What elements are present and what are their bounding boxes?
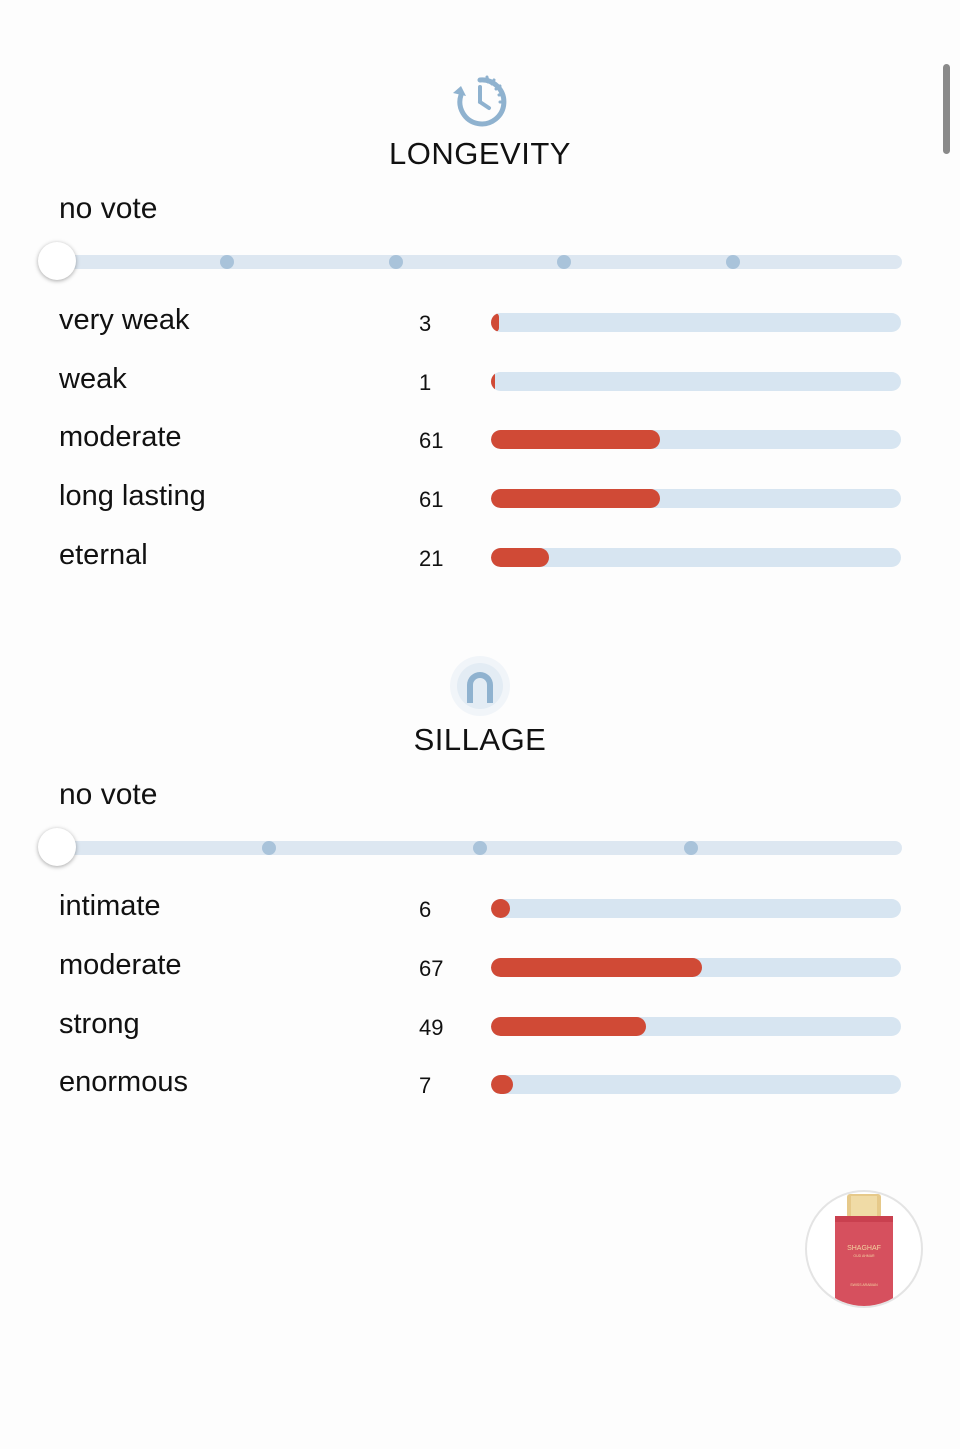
longevity-row-eternal: eternal 21	[0, 535, 960, 575]
sillage-title: SILLAGE	[413, 722, 547, 757]
bottle-text: SHAGHAF	[847, 1245, 881, 1252]
bottle-subtext: OUD AHMAR	[853, 1254, 875, 1258]
row-label: eternal	[59, 539, 148, 571]
row-count: 7	[419, 1073, 432, 1098]
bar-track	[491, 313, 901, 332]
slider-thumb[interactable]	[38, 242, 76, 280]
bar-track	[491, 1075, 901, 1094]
row-label: moderate	[59, 949, 182, 981]
longevity-vote-slider[interactable]	[38, 242, 902, 282]
sillage-vote-label: no vote	[59, 778, 158, 811]
slider-step-dot[interactable]	[684, 841, 698, 855]
bar-track	[491, 489, 901, 508]
bar-fill	[491, 1075, 513, 1094]
row-count: 6	[419, 897, 432, 922]
slider-thumb[interactable]	[38, 828, 76, 866]
row-label: weak	[59, 363, 127, 395]
bar-fill	[491, 1017, 646, 1036]
row-count: 1	[419, 370, 432, 395]
longevity-row-weak: weak 1	[0, 359, 960, 399]
bar-fill	[491, 313, 499, 332]
row-label: enormous	[59, 1066, 188, 1098]
row-label: strong	[59, 1008, 140, 1040]
longevity-row-long-lasting: long lasting 61	[0, 476, 960, 516]
bar-fill	[491, 372, 495, 391]
bar-track	[491, 1017, 901, 1036]
row-label: intimate	[59, 890, 161, 922]
clock-timer-icon	[430, 66, 530, 138]
perfume-bottle-thumbnail[interactable]: SHAGHAF OUD AHMAR SWISS ARABIAN	[805, 1190, 923, 1308]
slider-step-dot[interactable]	[220, 255, 234, 269]
row-count: 3	[419, 311, 432, 336]
row-label: long lasting	[59, 480, 206, 512]
sillage-row-intimate: intimate 6	[0, 886, 960, 926]
bar-fill	[491, 548, 549, 567]
row-label: moderate	[59, 421, 182, 453]
longevity-row-very-weak: very weak 3	[0, 300, 960, 340]
slider-track[interactable]	[58, 255, 902, 269]
bar-fill	[491, 489, 660, 508]
slider-step-dot[interactable]	[389, 255, 403, 269]
bar-fill	[491, 899, 510, 918]
bar-track	[491, 548, 901, 567]
longevity-row-moderate: moderate 61	[0, 417, 960, 457]
sillage-row-strong: strong 49	[0, 1004, 960, 1044]
bottle-brand-text: SWISS ARABIAN	[850, 1283, 878, 1287]
sillage-person-icon	[430, 650, 530, 722]
bar-track	[491, 372, 901, 391]
longevity-title: LONGEVITY	[389, 136, 571, 171]
bar-fill	[491, 430, 660, 449]
slider-step-dot[interactable]	[726, 255, 740, 269]
bar-track	[491, 899, 901, 918]
slider-step-dot[interactable]	[557, 255, 571, 269]
row-count: 49	[419, 1015, 444, 1040]
bar-track	[491, 430, 901, 449]
row-count: 61	[419, 428, 444, 453]
longevity-vote-label: no vote	[59, 192, 158, 225]
sillage-row-enormous: enormous 7	[0, 1062, 960, 1102]
row-count: 61	[419, 487, 444, 512]
sillage-vote-slider[interactable]	[38, 828, 902, 868]
row-count: 67	[419, 956, 444, 981]
row-label: very weak	[59, 304, 190, 336]
bar-track	[491, 958, 901, 977]
bar-fill	[491, 958, 702, 977]
slider-step-dot[interactable]	[473, 841, 487, 855]
slider-step-dot[interactable]	[262, 841, 276, 855]
sillage-row-moderate: moderate 67	[0, 945, 960, 985]
row-count: 21	[419, 546, 444, 571]
scrollbar[interactable]	[943, 64, 950, 154]
